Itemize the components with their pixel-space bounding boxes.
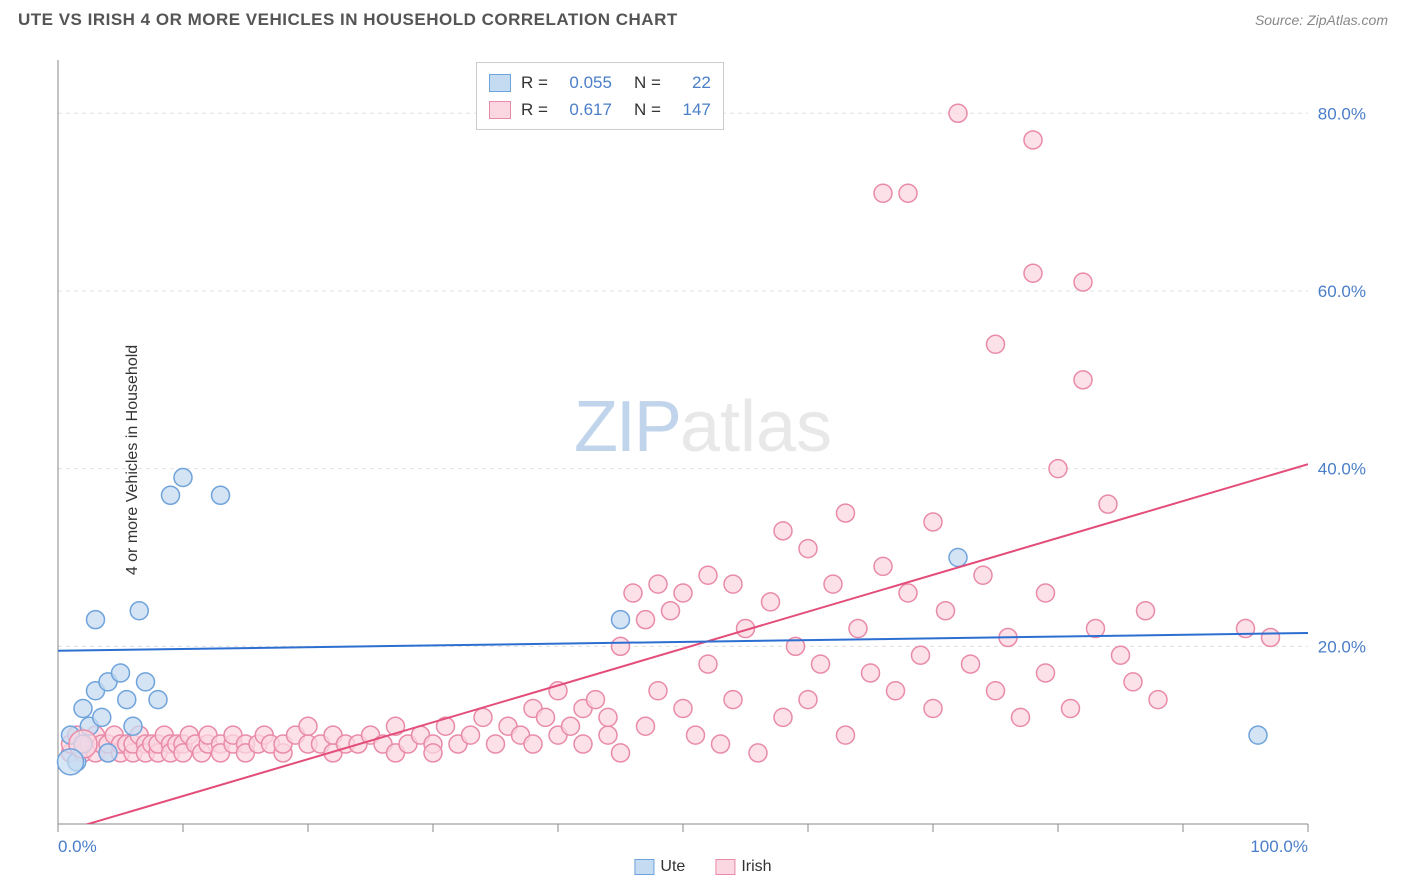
svg-text:80.0%: 80.0% xyxy=(1318,104,1366,123)
svg-text:20.0%: 20.0% xyxy=(1318,637,1366,656)
svg-text:60.0%: 60.0% xyxy=(1318,282,1366,301)
stats-row-ute: R =0.055N =22 xyxy=(489,69,711,96)
header: UTE VS IRISH 4 OR MORE VEHICLES IN HOUSE… xyxy=(0,0,1406,40)
y-axis-label: 4 or more Vehicles in Household xyxy=(124,345,142,575)
chart-title: UTE VS IRISH 4 OR MORE VEHICLES IN HOUSE… xyxy=(18,10,678,30)
legend-item-irish: Irish xyxy=(715,858,771,876)
stats-row-irish: R =0.617N =147 xyxy=(489,96,711,123)
ute-swatch-icon xyxy=(634,859,654,875)
irish-swatch-icon xyxy=(489,101,511,119)
scatter-plot: 20.0% 40.0% 60.0% 80.0% 0.0% 100.0% xyxy=(18,46,1388,874)
chart-area: 4 or more Vehicles in Household 20.0% 40.… xyxy=(18,46,1388,874)
svg-text:40.0%: 40.0% xyxy=(1318,460,1366,479)
svg-text:100.0%: 100.0% xyxy=(1250,837,1308,856)
stats-legend-box: R =0.055N =22R =0.617N =147 xyxy=(476,62,724,130)
source-attribution: Source: ZipAtlas.com xyxy=(1255,12,1388,28)
legend-bottom: Ute Irish xyxy=(634,858,771,876)
ute-swatch-icon xyxy=(489,74,511,92)
irish-swatch-icon xyxy=(715,859,735,875)
svg-text:0.0%: 0.0% xyxy=(58,837,97,856)
legend-item-ute: Ute xyxy=(634,858,685,876)
